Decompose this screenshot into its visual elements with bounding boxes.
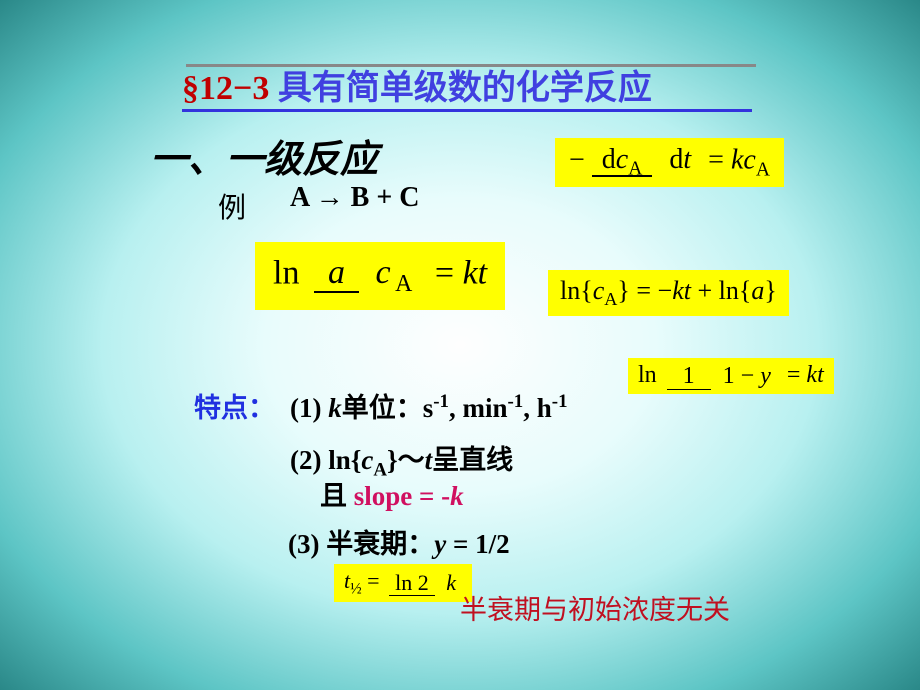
c-var: c — [375, 254, 390, 291]
k-var: k — [328, 393, 342, 423]
denominator: c A — [367, 254, 420, 291]
subscript-a: A — [604, 289, 617, 309]
fraction: dcA dt — [592, 144, 701, 181]
fraction: a c A — [314, 254, 420, 298]
f1-unit-s: 单位：s — [342, 393, 434, 423]
t-var: t — [684, 276, 691, 305]
c-var: c — [361, 445, 373, 475]
f2b-prefix: 且 — [320, 481, 354, 511]
mid-text: } = − — [617, 276, 672, 305]
end-brace: } — [764, 276, 776, 305]
f2-tilde: }～ — [387, 445, 425, 475]
ln-y-equation: ln 1 1 − y = kt — [628, 358, 834, 394]
denominator: dt — [659, 144, 701, 175]
equals: = — [787, 362, 807, 388]
title-main: 具有简单级数的化学反应 — [269, 70, 652, 107]
rate-equation: − dcA dt = kcA — [555, 138, 784, 187]
f3-prefix: (3) 半衰期： — [288, 529, 434, 559]
y-var: y — [760, 363, 771, 389]
plus-text: + ln{ — [691, 276, 751, 305]
numerator: ln 2 — [389, 570, 435, 596]
fraction: 1 1 − y — [667, 363, 777, 390]
sup-neg1: -1 — [552, 391, 568, 412]
features-label: 特点： — [194, 386, 275, 425]
title-shadow — [186, 64, 756, 67]
f3-value: = 1/2 — [446, 529, 509, 559]
c-var: c — [743, 145, 755, 176]
d-symbol: d — [669, 144, 683, 175]
f1-unit-h: , h — [523, 393, 552, 423]
subscript-a: A — [628, 159, 642, 180]
one-minus: 1 − — [723, 363, 761, 389]
ln-label: ln — [638, 362, 657, 388]
feature-1: (1) k单位：s-1, min-1, h-1 — [290, 386, 568, 425]
a-var: a — [751, 276, 764, 305]
feature-3: (3) 半衰期：y = 1/2 — [288, 522, 510, 561]
sup-neg1: -1 — [433, 391, 449, 412]
example-label: 例 — [218, 186, 246, 226]
k-var: k — [450, 481, 464, 511]
f1-num: (1) — [290, 393, 328, 423]
t-var: t — [683, 144, 691, 175]
title-container: §12−3 具有简单级数的化学反应 — [182, 60, 752, 112]
ln-ca-equation: ln{cA} = −kt + ln{a} — [548, 270, 789, 316]
equals: = — [362, 568, 385, 593]
subscript-a: A — [756, 159, 770, 180]
slide-title: §12−3 具有简单级数的化学反应 — [182, 60, 752, 109]
numerator: 1 — [667, 363, 711, 390]
k-var: k — [731, 145, 743, 176]
title-underline — [182, 109, 752, 112]
y-var: y — [434, 529, 446, 559]
minus-sign: − — [569, 145, 585, 176]
equals: = — [708, 145, 731, 176]
kt-term: kt — [463, 255, 488, 292]
kt-term: kt — [806, 362, 823, 388]
f2-prefix: (2) ln{ — [290, 445, 361, 475]
ln-prefix: ln{ — [560, 276, 593, 305]
f1-unit-min: , min — [449, 393, 508, 423]
ln-ratio-equation: ln a c A = kt — [255, 242, 505, 310]
numerator: a — [314, 254, 359, 293]
title-prefix: §12−3 — [182, 70, 269, 107]
fraction: ln 2 k — [389, 570, 462, 596]
reaction-equation: A → B + C — [290, 182, 420, 214]
slope-text: slope = - — [354, 481, 450, 511]
section-heading: 一、一级反应 — [150, 128, 378, 183]
c-var: c — [616, 144, 628, 175]
equals: = — [435, 255, 463, 292]
feature-2-slope: 且 slope = -k — [320, 474, 464, 513]
halflife-equation: t½ = ln 2 k — [334, 564, 472, 602]
k-var: k — [672, 276, 684, 305]
c-var: c — [593, 276, 605, 305]
halflife-note: 半衰期与初始浓度无关 — [460, 588, 730, 627]
f2-end: 呈直线 — [432, 445, 513, 475]
ln-label: ln — [273, 255, 299, 292]
subscript-a: A — [391, 271, 413, 297]
denominator: k — [440, 570, 462, 595]
denominator: 1 − y — [717, 363, 777, 389]
numerator: dcA — [592, 144, 653, 177]
subscript-half: ½ — [350, 580, 362, 597]
sup-neg1: -1 — [508, 391, 524, 412]
d-symbol: d — [602, 144, 616, 175]
